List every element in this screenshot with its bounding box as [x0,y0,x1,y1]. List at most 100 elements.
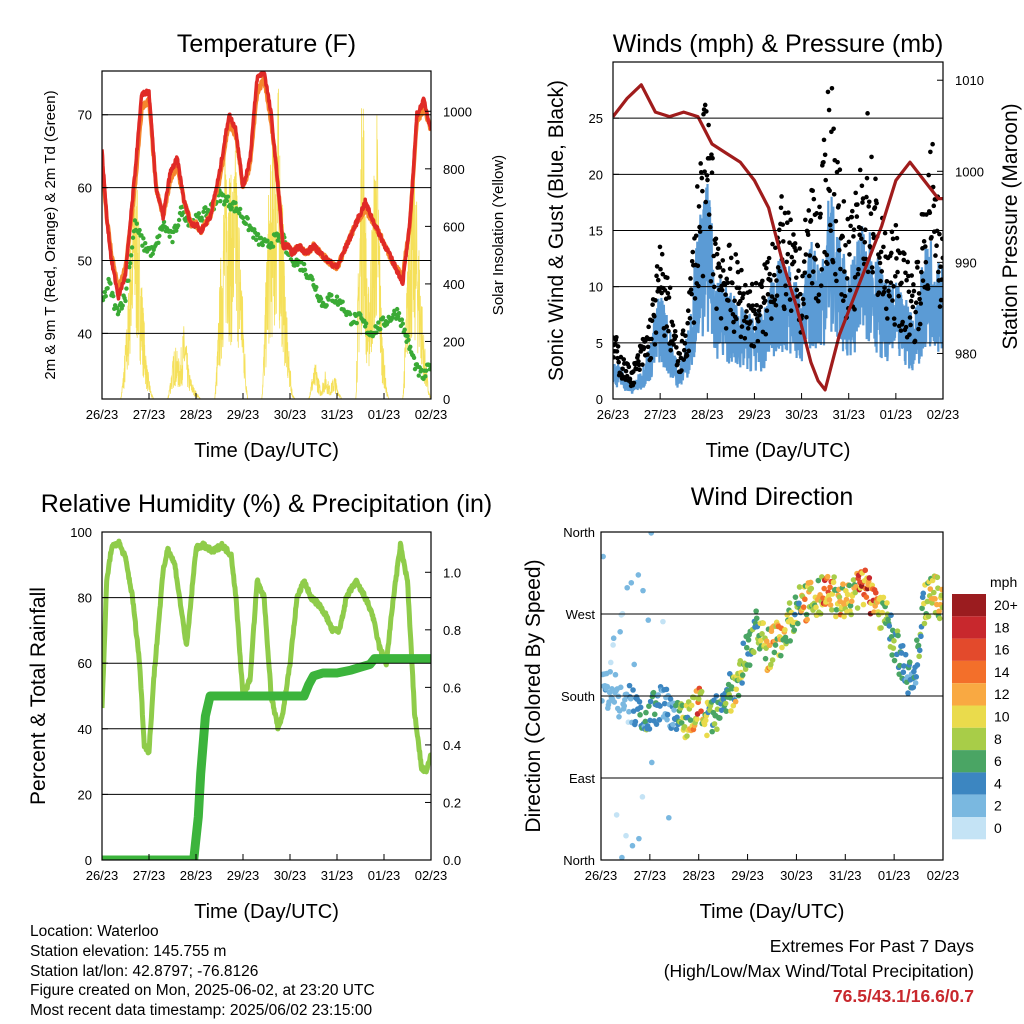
direction-point [664,711,671,718]
gust-point [714,251,720,257]
dewpoint-point [301,261,307,267]
direction-ytick-label: North [563,853,595,868]
gust-point [762,298,768,304]
gust-point [708,278,714,284]
dewpoint-point [423,374,428,379]
gust-point [825,89,831,95]
direction-point [899,642,906,649]
gust-point [740,295,745,301]
colorbar-swatch [952,616,986,639]
gust-point [800,296,806,302]
humidity-ytick-right-label: 0.2 [443,795,461,810]
direction-panel: North East South West North Wind Direction 26/… [522,483,1018,923]
direction-point [931,589,937,596]
gust-point [847,252,852,257]
direction-point [792,594,799,600]
dewpoint-point [424,368,429,373]
direction-point [910,684,917,691]
gust-point [906,273,911,279]
gust-point [780,222,786,227]
direction-point [884,600,890,606]
dewpoint-point [329,292,334,298]
direction-point [939,586,943,593]
gust-point [782,306,787,312]
winds-frame [612,61,944,400]
extremes-subtitle: (High/Low/Max Wind/Total Precipitation) [663,961,974,981]
direction-point [911,668,917,675]
dewpoint-point [274,231,280,236]
direction-point [827,584,833,591]
dewpoint-point [396,310,402,316]
temperature-ylabel-right: Solar Insolation (Yellow) [490,155,507,315]
gust-point [865,111,870,116]
direction-xtick-label: 28/23 [682,868,715,883]
direction-point [841,613,847,620]
direction-point [902,651,909,658]
direction-point [610,642,616,648]
gust-point [681,347,687,353]
gust-point [725,280,731,286]
gust-point [657,244,663,250]
direction-point [643,709,649,716]
dewpoint-point [354,320,359,326]
gust-point [664,324,670,329]
gust-point [680,328,686,333]
gust-point [866,199,872,205]
dewpoint-point [237,206,243,212]
winds-ytick-right-label: 1010 [955,73,984,88]
winds-xlabel: Time (Day/UTC) [706,440,851,462]
gust-point [706,212,712,217]
gust-point [852,307,857,312]
direction-point [827,602,834,608]
gust-point [718,274,723,279]
dewpoint-point [174,228,179,233]
gust-point [919,269,924,275]
direction-point [723,708,730,714]
dewpoint-point [408,344,413,349]
colorbar-swatch [952,794,986,817]
gust-point [748,319,753,324]
gust-point [750,303,756,308]
direction-point [647,717,653,724]
gust-point [731,319,736,325]
gust-point [704,109,709,114]
gust-point [911,288,917,294]
gust-point [777,269,783,274]
gust-point [774,278,779,283]
direction-point [630,687,636,693]
direction-series [601,532,943,860]
direction-point [919,605,925,612]
direction-point [687,717,694,723]
direction-point [936,615,943,622]
humidity-ytick-label: 0 [85,853,92,868]
gust-point [692,296,698,301]
dewpoint-point [378,327,383,332]
winds-ytick-label: 5 [596,336,603,351]
direction-point [808,585,815,592]
gust-point [686,348,692,354]
dewpoint-point [108,281,113,286]
gust-point [650,302,655,307]
gust-point [884,278,890,284]
gust-point [665,290,671,296]
gust-point [793,275,799,280]
direction-point [664,716,670,723]
direction-point [730,702,737,709]
dewpoint-point [400,321,405,326]
gust-point [881,289,887,295]
gust-point [906,289,912,295]
gust-point [738,334,744,340]
gust-point [792,241,798,246]
gust-point [817,204,822,210]
direction-point [695,696,702,702]
direction-point [934,574,941,581]
direction-point [758,637,764,644]
direction-point [840,581,846,587]
direction-point [729,685,735,692]
gust-point [839,292,844,297]
temperature-ytick-right-label: 1000 [443,104,472,119]
direction-point [702,717,709,724]
direction-point [626,708,632,715]
gust-point [785,251,791,257]
